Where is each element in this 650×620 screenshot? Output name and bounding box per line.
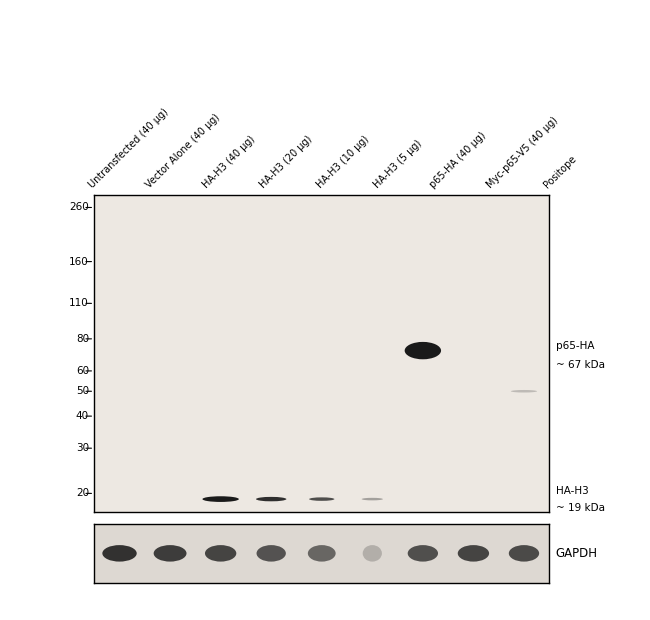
Ellipse shape <box>202 496 239 502</box>
Ellipse shape <box>256 497 287 502</box>
Text: 160: 160 <box>70 257 89 267</box>
Text: Positope: Positope <box>542 154 578 190</box>
Ellipse shape <box>308 545 335 562</box>
Ellipse shape <box>405 342 441 360</box>
Text: 60: 60 <box>76 366 89 376</box>
Text: HA-H3 (10 µg): HA-H3 (10 µg) <box>315 135 370 190</box>
Ellipse shape <box>153 545 187 562</box>
Text: 50: 50 <box>76 386 89 396</box>
Text: GAPDH: GAPDH <box>556 547 598 560</box>
Text: HA-H3 (40 µg): HA-H3 (40 µg) <box>201 135 257 190</box>
Text: p65-HA (40 µg): p65-HA (40 µg) <box>428 130 488 190</box>
Ellipse shape <box>361 498 383 500</box>
Text: 260: 260 <box>70 203 89 213</box>
Text: 30: 30 <box>76 443 89 453</box>
Text: 110: 110 <box>70 298 89 308</box>
Text: ~ 19 kDa: ~ 19 kDa <box>556 503 604 513</box>
Text: HA-H3 (5 µg): HA-H3 (5 µg) <box>372 138 423 190</box>
Ellipse shape <box>205 545 237 562</box>
Ellipse shape <box>309 497 334 501</box>
Text: HA-H3 (20 µg): HA-H3 (20 µg) <box>258 134 314 190</box>
Text: ~ 67 kDa: ~ 67 kDa <box>556 360 604 371</box>
Text: Vector Alone (40 µg): Vector Alone (40 µg) <box>144 112 222 190</box>
Ellipse shape <box>363 545 382 562</box>
Text: HA-H3: HA-H3 <box>556 485 588 495</box>
Ellipse shape <box>408 545 438 562</box>
Ellipse shape <box>509 545 539 562</box>
Text: 20: 20 <box>76 489 89 498</box>
Text: 80: 80 <box>76 334 89 344</box>
Text: Untransfected (40 µg): Untransfected (40 µg) <box>87 107 170 190</box>
Ellipse shape <box>458 545 489 562</box>
Text: Myc-p65-V5 (40 µg): Myc-p65-V5 (40 µg) <box>486 115 560 190</box>
Ellipse shape <box>102 545 136 562</box>
Text: 40: 40 <box>76 411 89 421</box>
Ellipse shape <box>511 390 537 392</box>
Text: p65-HA: p65-HA <box>556 341 594 351</box>
Ellipse shape <box>257 545 286 562</box>
